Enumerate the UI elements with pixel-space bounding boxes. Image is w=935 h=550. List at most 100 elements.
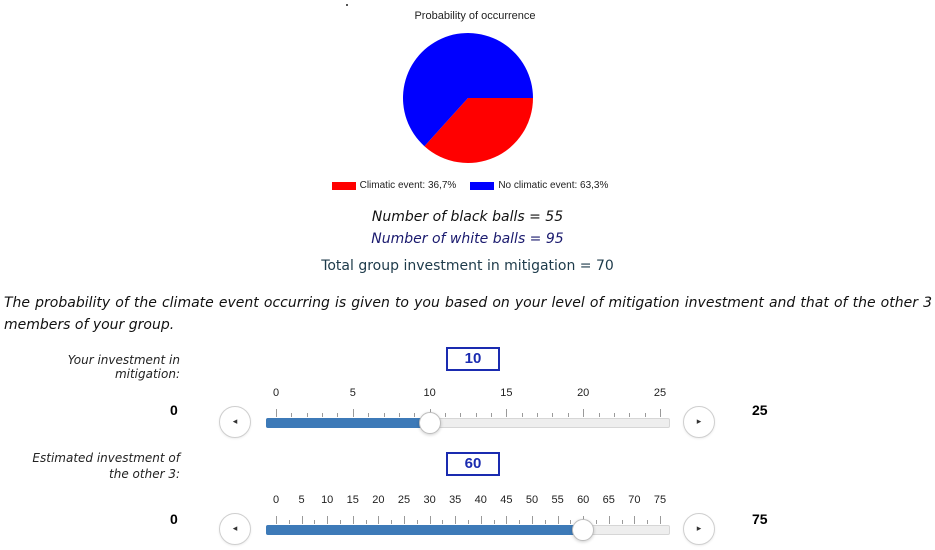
tick-label: 20	[577, 387, 590, 399]
tick-major	[557, 516, 559, 524]
tick-major	[455, 516, 457, 524]
legend-item-no-climatic: No climatic event: 63,3%	[470, 180, 608, 191]
tick-label: 0	[272, 387, 280, 399]
tick-minor	[398, 413, 400, 417]
tick-minor	[537, 413, 539, 417]
tick-minor	[337, 413, 339, 417]
tick-major	[660, 409, 661, 417]
pie-slice-no-climatic	[403, 33, 533, 147]
slider-thumb[interactable]	[418, 412, 441, 434]
tick-major	[429, 516, 431, 524]
tick-minor	[314, 520, 316, 524]
arrow-left-icon: ◂	[232, 524, 238, 534]
tick-minor	[519, 520, 521, 524]
tick-minor	[570, 520, 572, 524]
tick-label: 35	[449, 494, 462, 506]
tick-major	[506, 409, 508, 417]
tick-minor	[493, 520, 495, 524]
tick-label: 50	[525, 494, 539, 506]
tick-minor	[613, 413, 615, 417]
arrow-left-icon: ◂	[232, 417, 238, 427]
tick-minor	[621, 520, 623, 524]
tick-minor	[644, 413, 646, 417]
tick-major	[276, 516, 277, 524]
legend-label-no-climatic: No climatic event: 63,3%	[498, 180, 609, 191]
total-investment-text: Total group investment in mitigation = 7…	[321, 258, 614, 274]
tick-label: 10	[321, 494, 334, 506]
others-investment-label: Estimated investment of the other 3:	[32, 451, 180, 481]
tick-minor	[306, 413, 308, 417]
tick-label: 20	[372, 494, 385, 506]
tick-minor	[383, 413, 385, 417]
tick-major	[276, 409, 277, 417]
legend-swatch-blue	[470, 181, 495, 190]
tick-minor	[460, 413, 462, 417]
others-investment-slider[interactable]	[266, 519, 670, 541]
tick-label: 40	[474, 494, 487, 506]
tick-minor	[567, 413, 569, 417]
your-investment-increment-button[interactable]: ▸	[683, 406, 715, 438]
tick-minor	[521, 413, 523, 417]
tick-minor	[444, 413, 446, 417]
tick-minor	[368, 413, 370, 417]
tick-label: 75	[653, 494, 667, 506]
your-investment-ticks: 0 5 10 15 20 25	[272, 387, 666, 417]
legend-swatch-red	[331, 181, 356, 190]
tick-minor	[647, 520, 649, 524]
tick-minor	[552, 413, 554, 417]
tick-minor	[391, 520, 393, 524]
tick-minor	[322, 413, 324, 417]
tick-major	[583, 409, 585, 417]
your-investment-decrement-button[interactable]: ◂	[219, 406, 251, 438]
tick-minor	[365, 520, 367, 524]
tick-major	[608, 516, 610, 524]
tick-label: 60	[577, 494, 590, 506]
others-investment-value: 60	[446, 452, 500, 476]
your-investment-label: Your investment in mitigation:	[67, 353, 180, 381]
tick-minor	[629, 413, 631, 417]
slider-thumb[interactable]	[572, 519, 595, 541]
slider-fill	[266, 418, 430, 428]
tick-major	[532, 516, 533, 524]
slider-fill	[266, 525, 584, 535]
your-investment-slider[interactable]	[266, 412, 670, 434]
tick-label: 70	[628, 494, 641, 506]
tick-label: 5	[298, 494, 305, 506]
probability-pie-chart	[403, 33, 533, 164]
tick-major	[634, 516, 636, 524]
chart-legend: Climatic event: 36,7% No climatic event:…	[300, 180, 640, 191]
chart-title: Probability of occurrence	[414, 10, 536, 22]
tick-label: 5	[349, 387, 356, 399]
tick-minor	[288, 520, 290, 524]
tick-minor	[414, 413, 416, 417]
tick-minor	[475, 413, 477, 417]
others-investment-min-label: 0	[170, 511, 178, 527]
tick-major	[352, 516, 354, 524]
tick-label: 0	[272, 494, 280, 506]
black-balls-text: Number of black balls = 55	[371, 209, 564, 225]
your-investment-value: 10	[446, 347, 500, 371]
legend-label-climatic: Climatic event: 36,7%	[359, 180, 457, 191]
others-investment-ticks: 0 5 10 15 20 25 30 35 40 45 50 55 60 65 70 75	[272, 494, 666, 524]
others-investment-max-label: 75	[752, 511, 768, 527]
tick-label: 25	[397, 494, 411, 506]
tick-major	[660, 516, 661, 524]
tick-minor	[468, 520, 469, 524]
arrow-right-icon: ▸	[696, 417, 702, 427]
tick-major	[352, 409, 354, 417]
tick-minor	[442, 520, 444, 524]
white-balls-text: Number of white balls = 95	[371, 231, 564, 247]
tick-label: 25	[653, 387, 667, 399]
description-text: The probability of the climate event occ…	[4, 295, 932, 333]
tick-major	[327, 516, 329, 524]
others-investment-increment-button[interactable]: ▸	[683, 513, 715, 545]
your-investment-min-label: 0	[170, 402, 178, 418]
arrow-right-icon: ▸	[696, 524, 702, 534]
others-investment-decrement-button[interactable]: ◂	[219, 513, 251, 545]
legend-item-climatic: Climatic event: 36,7%	[331, 180, 457, 191]
tick-label: 15	[500, 387, 513, 399]
tick-label: 65	[602, 494, 615, 506]
tick-label: 10	[423, 387, 436, 399]
tick-minor	[544, 520, 546, 524]
tick-minor	[416, 520, 418, 524]
